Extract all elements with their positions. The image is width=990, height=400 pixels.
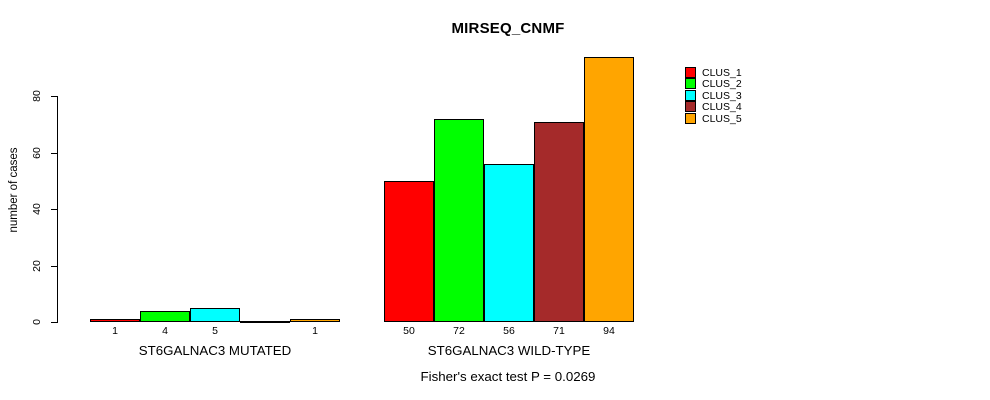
y-tick-mark xyxy=(51,209,58,210)
bar-clus_2 xyxy=(434,119,484,322)
bar-clus_4 xyxy=(240,321,290,323)
y-axis-label: number of cases xyxy=(8,147,20,233)
y-tick-label: 0 xyxy=(31,319,43,325)
fisher-test-footnote: Fisher's exact test P = 0.0269 xyxy=(420,369,596,384)
y-tick-mark xyxy=(51,322,58,323)
legend-swatch-clus_3 xyxy=(685,90,696,101)
bar-clus_5 xyxy=(290,319,340,322)
bar-value-label: 1 xyxy=(112,325,118,337)
y-tick-label: 80 xyxy=(31,90,43,102)
bar-clus_3 xyxy=(190,308,240,322)
y-tick-mark xyxy=(51,96,58,97)
legend-swatch-clus_1 xyxy=(685,67,696,78)
bar-clus_2 xyxy=(140,311,190,322)
legend-label-clus_2: CLUS_2 xyxy=(702,78,742,90)
chart-title: MIRSEQ_CNMF xyxy=(451,20,565,37)
bar-clus_5 xyxy=(584,57,634,322)
bar-clus_1 xyxy=(90,319,140,322)
y-tick-label: 60 xyxy=(31,147,43,159)
bar-value-label: 1 xyxy=(312,325,318,337)
legend-label-clus_5: CLUS_5 xyxy=(702,113,742,125)
legend-swatch-clus_4 xyxy=(685,101,696,112)
bar-value-label: 5 xyxy=(212,325,218,337)
legend-swatch-clus_5 xyxy=(685,113,696,124)
legend-label-clus_3: CLUS_3 xyxy=(702,90,742,102)
bar-value-label: 56 xyxy=(503,325,515,337)
bar-clus_4 xyxy=(534,122,584,322)
group-label-mutated: ST6GALNAC3 MUTATED xyxy=(138,343,292,358)
bar-value-label: 94 xyxy=(603,325,615,337)
y-tick-label: 20 xyxy=(31,260,43,272)
y-tick-mark xyxy=(51,266,58,267)
bar-value-label: 72 xyxy=(453,325,465,337)
bar-clus_3 xyxy=(484,164,534,322)
legend-label-clus_4: CLUS_4 xyxy=(702,101,742,113)
bar-value-label: 50 xyxy=(403,325,415,337)
group-label-wildtype: ST6GALNAC3 WILD-TYPE xyxy=(427,343,591,358)
y-tick-label: 40 xyxy=(31,203,43,215)
bar-clus_1 xyxy=(384,181,434,322)
bar-value-label: 71 xyxy=(553,325,565,337)
y-tick-mark xyxy=(51,153,58,154)
bar-value-label: 4 xyxy=(162,325,168,337)
legend-swatch-clus_2 xyxy=(685,78,696,89)
legend-label-clus_1: CLUS_1 xyxy=(702,67,742,79)
